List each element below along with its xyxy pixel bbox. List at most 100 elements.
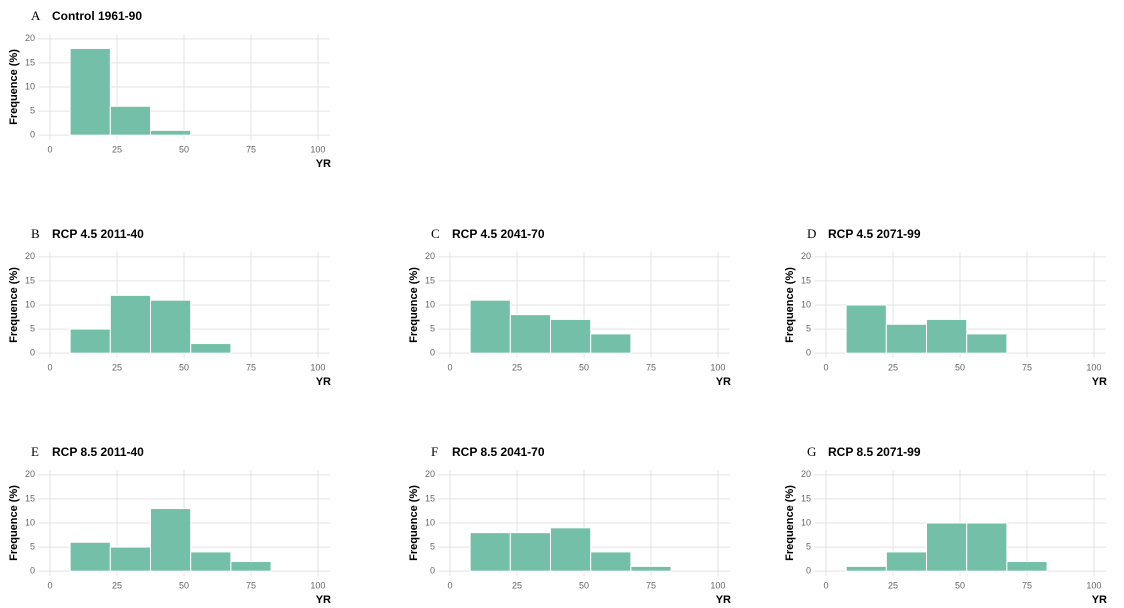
histogram-bar — [885, 323, 928, 354]
x-tick-label: 75 — [1022, 580, 1032, 590]
y-tick-label: 0 — [806, 566, 811, 576]
y-tick-label: 10 — [425, 299, 435, 309]
panel: E RCP 8.5 2011-40 0 5 10 15 20 0 25 50 75 100 YR Freq… — [8, 444, 331, 606]
y-axis-label: Frequence (%) — [8, 49, 20, 125]
x-tick-label: 50 — [179, 362, 189, 372]
histogram-bar — [190, 343, 232, 354]
y-axis-label: Frequence (%) — [8, 485, 20, 561]
x-tick-label: 0 — [448, 580, 453, 590]
histogram-bar — [550, 527, 592, 572]
panel-label: C — [431, 226, 440, 241]
x-tick-label: 0 — [48, 144, 53, 154]
histogram-bar — [69, 541, 111, 572]
y-tick-label: 5 — [30, 105, 35, 115]
x-tick-label: 25 — [112, 144, 122, 154]
x-tick-label: 25 — [512, 362, 522, 372]
y-tick-label: 15 — [801, 493, 811, 503]
y-axis-label: Frequence (%) — [408, 267, 420, 343]
x-tick-label: 50 — [579, 580, 589, 590]
panel-title: RCP 4.5 2041-70 — [452, 227, 545, 241]
x-tick-label: 25 — [888, 580, 898, 590]
x-tick-label: 0 — [48, 580, 53, 590]
histogram-bar — [885, 551, 928, 572]
panel: B RCP 4.5 2011-40 0 5 10 15 20 0 25 50 75 100 YR Freq… — [8, 226, 331, 388]
y-tick-label: 5 — [806, 323, 811, 333]
y-tick-label: 20 — [801, 469, 811, 479]
panel-label: E — [31, 444, 39, 459]
x-tick-label: 0 — [448, 362, 453, 372]
x-tick-label: 0 — [824, 362, 829, 372]
histogram-bar — [1006, 561, 1048, 572]
y-axis-label: Frequence (%) — [8, 267, 20, 343]
y-axis-label: Frequence (%) — [784, 485, 796, 561]
x-axis-label: YR — [316, 594, 331, 606]
y-tick-label: 0 — [30, 348, 35, 358]
y-tick-label: 20 — [25, 251, 35, 261]
panel-title: RCP 8.5 2041-70 — [452, 445, 545, 459]
y-tick-label: 15 — [425, 493, 435, 503]
y-tick-label: 10 — [801, 517, 811, 527]
y-tick-label: 5 — [430, 541, 435, 551]
x-tick-label: 75 — [646, 362, 656, 372]
y-tick-label: 0 — [430, 566, 435, 576]
x-tick-label: 0 — [824, 580, 829, 590]
histogram-bar — [590, 333, 632, 354]
y-tick-label: 0 — [30, 130, 35, 140]
histogram-bar — [926, 522, 968, 572]
y-tick-label: 15 — [25, 275, 35, 285]
x-tick-label: 75 — [246, 362, 256, 372]
histogram-bar — [150, 299, 192, 354]
histogram-bar — [69, 328, 111, 354]
y-tick-label: 15 — [425, 275, 435, 285]
x-tick-label: 50 — [179, 580, 189, 590]
histogram-bar — [109, 294, 152, 354]
y-tick-label: 10 — [801, 299, 811, 309]
panel-label: A — [31, 8, 41, 23]
histogram-bar — [509, 532, 552, 572]
histogram-bar — [845, 565, 887, 572]
histogram-bar — [469, 299, 511, 354]
y-tick-label: 5 — [30, 323, 35, 333]
y-tick-label: 0 — [30, 566, 35, 576]
panel-title: RCP 8.5 2011-40 — [52, 445, 144, 459]
histogram-bar — [69, 47, 111, 136]
x-axis-label: YR — [316, 158, 331, 170]
panel: D RCP 4.5 2071-99 0 5 10 15 20 0 25 50 75 100 YR Freq… — [784, 226, 1107, 388]
panel-label: F — [431, 444, 438, 459]
x-tick-label: 50 — [579, 362, 589, 372]
panel: F RCP 8.5 2041-70 0 5 10 15 20 0 25 50 75 100 YR Freq… — [408, 444, 731, 606]
x-axis-label: YR — [316, 376, 331, 388]
histogram-bar — [550, 318, 592, 354]
y-axis-label: Frequence (%) — [408, 485, 420, 561]
x-tick-label: 100 — [310, 362, 325, 372]
panel-label: B — [31, 226, 40, 241]
y-tick-label: 20 — [25, 33, 35, 43]
histogram-bar — [590, 551, 632, 572]
x-tick-label: 50 — [955, 362, 965, 372]
x-tick-label: 75 — [246, 144, 256, 154]
histogram-bar — [150, 129, 192, 136]
histogram-bar — [966, 333, 1008, 354]
y-tick-label: 5 — [806, 541, 811, 551]
x-tick-label: 100 — [1086, 362, 1101, 372]
y-tick-label: 20 — [25, 469, 35, 479]
histogram-bar — [469, 532, 511, 572]
x-tick-label: 25 — [512, 580, 522, 590]
x-tick-label: 25 — [112, 580, 122, 590]
x-axis-label: YR — [1092, 594, 1107, 606]
x-tick-label: 75 — [1022, 362, 1032, 372]
y-tick-label: 0 — [806, 348, 811, 358]
x-tick-label: 75 — [246, 580, 256, 590]
x-tick-label: 100 — [710, 580, 725, 590]
x-tick-label: 50 — [179, 144, 189, 154]
x-tick-label: 0 — [48, 362, 53, 372]
histogram-bar — [845, 304, 887, 354]
y-tick-label: 0 — [430, 348, 435, 358]
x-tick-label: 100 — [310, 144, 325, 154]
x-tick-label: 75 — [646, 580, 656, 590]
histogram-bar — [926, 318, 968, 354]
x-tick-label: 50 — [955, 580, 965, 590]
histogram-bar — [966, 522, 1008, 572]
panel-label: G — [807, 444, 816, 459]
